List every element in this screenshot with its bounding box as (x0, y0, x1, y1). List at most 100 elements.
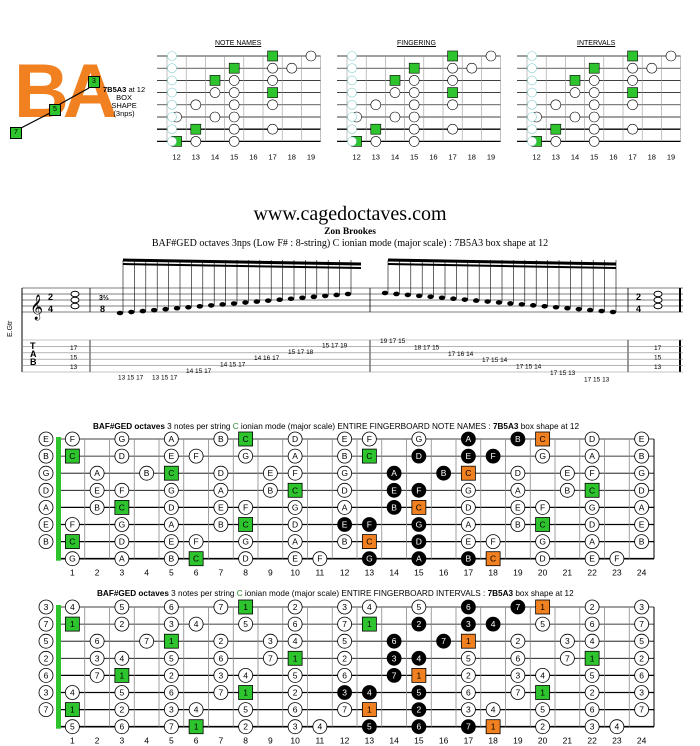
note-head (495, 300, 503, 305)
shape-root-square (460, 465, 476, 481)
note-label: A (515, 485, 521, 495)
note-head (344, 291, 352, 297)
note-label: 3 (95, 653, 100, 663)
note-label: E (292, 554, 298, 564)
fret-number: 2 (95, 568, 100, 578)
root-note-square (64, 534, 80, 549)
note-circle (114, 702, 130, 717)
tab-number: 13 (70, 364, 78, 371)
tab-letter: A (30, 349, 37, 359)
mini-ghost-note (347, 100, 357, 110)
note-circle (114, 616, 130, 632)
mini-note (588, 136, 600, 147)
shape-note-circle (411, 482, 427, 498)
fret-number: 21 (563, 736, 573, 746)
note-head (416, 293, 423, 299)
shape-root-square (411, 668, 427, 683)
note-head (541, 304, 548, 309)
note-label: 5 (466, 653, 471, 663)
fret-number: 13 (365, 736, 375, 746)
mini-note (627, 75, 638, 86)
note-label: G (168, 485, 175, 495)
note-label: 7 (565, 653, 570, 663)
note-label: B (565, 485, 571, 495)
tab-number: 15 17 18 (288, 349, 314, 356)
mini-note (370, 136, 382, 147)
mini-root (408, 62, 420, 74)
mini-note (267, 62, 278, 74)
note-label: D (168, 502, 174, 512)
note-circle (287, 633, 303, 649)
note-circle (188, 534, 204, 549)
root-note-square (584, 650, 600, 666)
note-label: G (589, 502, 596, 512)
tab-number: 15 (654, 355, 662, 362)
mini-note (408, 111, 420, 123)
shape-note-circle (460, 551, 476, 567)
note-label: 7 (44, 619, 49, 629)
note-circle (38, 668, 54, 683)
mini-note (408, 99, 420, 111)
note-label: 7 (639, 705, 644, 715)
shape-code-bold: 7B5A3 (103, 85, 127, 94)
fret-number: 19 (513, 568, 523, 578)
note-label: E (218, 502, 224, 512)
note-circle (337, 599, 353, 615)
note-label: 6 (392, 636, 397, 646)
fb2-title-rest2: ionian mode (major scale) ENTIRE FINGERB… (242, 589, 488, 598)
shape-root-square (411, 500, 427, 515)
fret-number: 18 (488, 736, 498, 746)
shape-note-circle (411, 719, 427, 735)
note-label: C (490, 554, 496, 564)
note-label: C (540, 520, 546, 530)
shape-note-circle (411, 551, 427, 567)
shape-note-circle (460, 431, 476, 447)
mini-fret-number: 17 (268, 152, 276, 161)
mini-note (550, 136, 562, 147)
note-label: 4 (194, 705, 199, 715)
note-circle (634, 702, 650, 717)
time3-bottom: 4 (636, 304, 641, 314)
mini-note (305, 50, 317, 62)
note-label: A (342, 502, 348, 512)
note-label: 7 (219, 602, 224, 612)
note-circle (262, 465, 278, 481)
note-label: 6 (293, 619, 298, 629)
mini-note (550, 99, 562, 111)
note-circle (238, 551, 254, 567)
note-label: A (119, 554, 125, 564)
fret-number: 4 (144, 568, 149, 578)
mini-root (627, 87, 638, 98)
note-label: 3 (268, 636, 273, 646)
note-label: 4 (70, 688, 75, 698)
chord-note (70, 302, 80, 310)
tab-number: 17 15 13 (584, 376, 610, 383)
note-head (461, 297, 468, 302)
tab-number: 13 15 17 (152, 374, 178, 381)
author: Zon Brookes (324, 227, 376, 237)
time-bottom: 4 (48, 304, 53, 314)
note-label: D (243, 554, 249, 564)
chord-note (653, 290, 663, 298)
note-head (333, 292, 340, 298)
note-label: 5 (120, 688, 125, 698)
note-circle (213, 599, 229, 615)
mini-ghost-note (527, 124, 537, 134)
note-circle (337, 702, 353, 717)
mini-root (209, 75, 221, 86)
note-circle (114, 685, 130, 700)
note-label: 4 (615, 722, 620, 732)
note-label: E (342, 434, 348, 444)
fb2-title-key: C (236, 589, 243, 598)
note-label: 6 (120, 722, 125, 732)
mini-ghost-note (527, 136, 537, 147)
note-label: 2 (169, 670, 174, 680)
note-circle (213, 633, 229, 649)
chord-note (653, 302, 663, 310)
note-label: 1 (491, 722, 496, 732)
note-head (552, 304, 560, 310)
mini-root (267, 50, 278, 62)
note-circle (361, 431, 377, 447)
note-circle (584, 551, 600, 567)
mini-note (190, 136, 202, 147)
